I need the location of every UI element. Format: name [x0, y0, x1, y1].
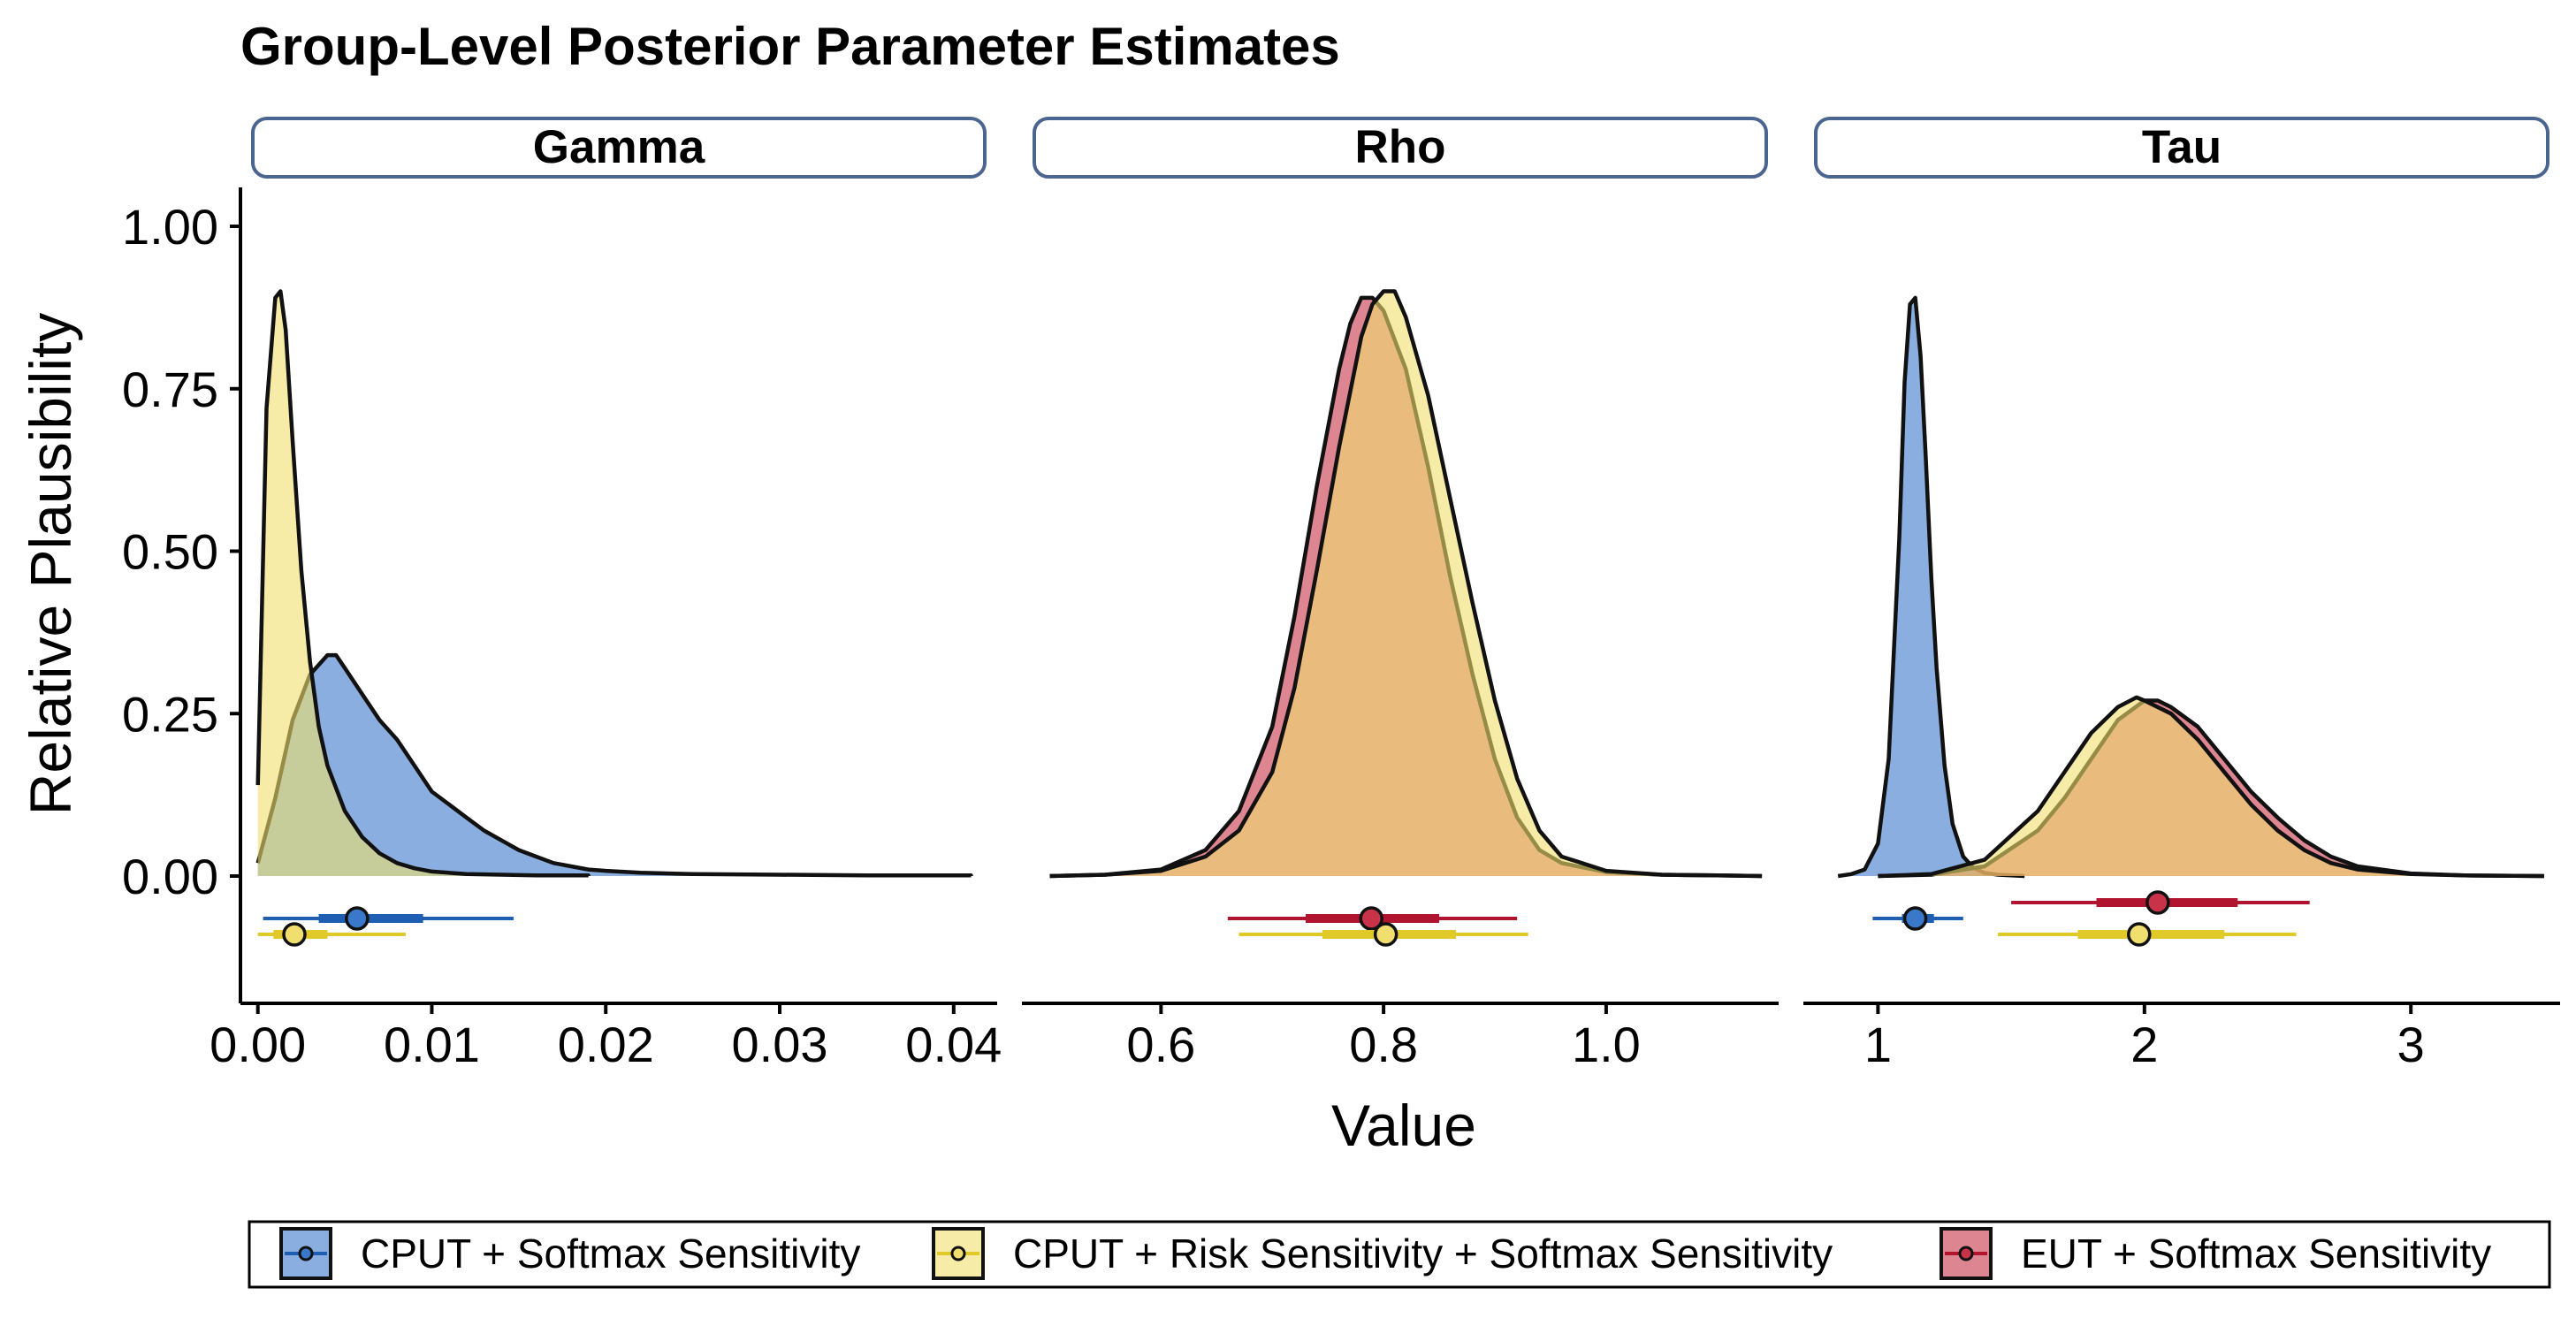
legend-key-point — [950, 1246, 966, 1261]
x-tick-label: 0.04 — [905, 1017, 1002, 1072]
legend-item: CPUT + Risk Sensitivity + Softmax Sensit… — [932, 1227, 1833, 1280]
legend-box — [248, 1220, 2551, 1289]
legend-key-point — [1958, 1246, 1974, 1261]
y-tick-label: 1.00 — [122, 199, 218, 255]
facet-strip-label: Rho — [1354, 121, 1445, 173]
panel-gamma: Gamma 0.00 0.01 0.02 0.03 0.04 — [210, 117, 1002, 1072]
facet-strip — [1814, 117, 2549, 179]
x-tick-label: 0.03 — [732, 1017, 828, 1072]
y-axis-title: Relative Plausibility — [18, 313, 83, 816]
y-tick-label: 0.75 — [122, 362, 218, 417]
panel-rho: Rho 0.6 0.8 1.0 — [1022, 117, 1779, 1072]
facet-panels: Gamma 0.00 0.01 0.02 0.03 0.04 Rho 0.6 0.8 1.0 Tau… — [210, 117, 2560, 1072]
x-tick-label: 0.01 — [384, 1017, 480, 1072]
y-axis: 0.00 0.25 0.50 0.75 1.00 — [122, 187, 242, 1003]
interval-median-point — [1373, 922, 1399, 947]
x-tick-label: 0.6 — [1126, 1017, 1195, 1072]
legend-item: CPUT + Softmax Sensitivity — [279, 1227, 860, 1280]
density-outline — [1878, 695, 2544, 879]
density-outline — [255, 652, 973, 878]
x-tick-label: 2 — [2130, 1017, 2158, 1072]
x-tick-label: 1 — [1864, 1017, 1892, 1072]
legend-label: CPUT + Softmax Sensitivity — [361, 1231, 860, 1276]
panel-tau: Tau 1 2 3 — [1803, 117, 2560, 1072]
interval-median-point — [1902, 906, 1928, 931]
x-tick-label: 0.00 — [210, 1017, 306, 1072]
x-tick-label: 0.8 — [1349, 1017, 1418, 1072]
legend-key-point — [298, 1246, 314, 1261]
x-tick-label: 1.0 — [1572, 1017, 1641, 1072]
interval-median-point — [345, 906, 370, 931]
facet-strip — [1033, 117, 1768, 179]
interval-median-point — [1359, 906, 1384, 931]
interval-median-point — [2127, 922, 2152, 947]
x-axis-title: Value — [1331, 1093, 1476, 1158]
facet-strip-label: Gamma — [533, 121, 705, 173]
density-outline — [1049, 289, 1763, 879]
y-tick-label: 0.50 — [122, 524, 218, 580]
chart-title: Group-Level Posterior Parameter Estimate… — [240, 17, 1340, 76]
density-area — [257, 291, 589, 876]
y-tick-label: 0.25 — [122, 686, 218, 742]
legend-label: EUT + Softmax Sensitivity — [2021, 1231, 2491, 1276]
facet-strip-label: Tau — [2142, 121, 2222, 173]
density-outline — [255, 289, 591, 878]
legend-label: CPUT + Risk Sensitivity + Softmax Sensit… — [1013, 1231, 1833, 1276]
x-tick-label: 3 — [2397, 1017, 2425, 1072]
x-tick-label: 0.02 — [558, 1017, 654, 1072]
density-area — [1878, 697, 2544, 876]
density-area — [1049, 291, 1763, 876]
interval-median-point — [282, 922, 307, 947]
legend-item: EUT + Softmax Sensitivity — [1940, 1227, 2491, 1280]
legend: CPUT + Softmax Sensitivity CPUT + Risk Se… — [248, 1220, 2551, 1289]
facet-strip — [251, 117, 987, 179]
density-area — [257, 655, 972, 876]
interval-median-point — [2145, 890, 2170, 915]
y-tick-label: 0.00 — [122, 849, 218, 904]
